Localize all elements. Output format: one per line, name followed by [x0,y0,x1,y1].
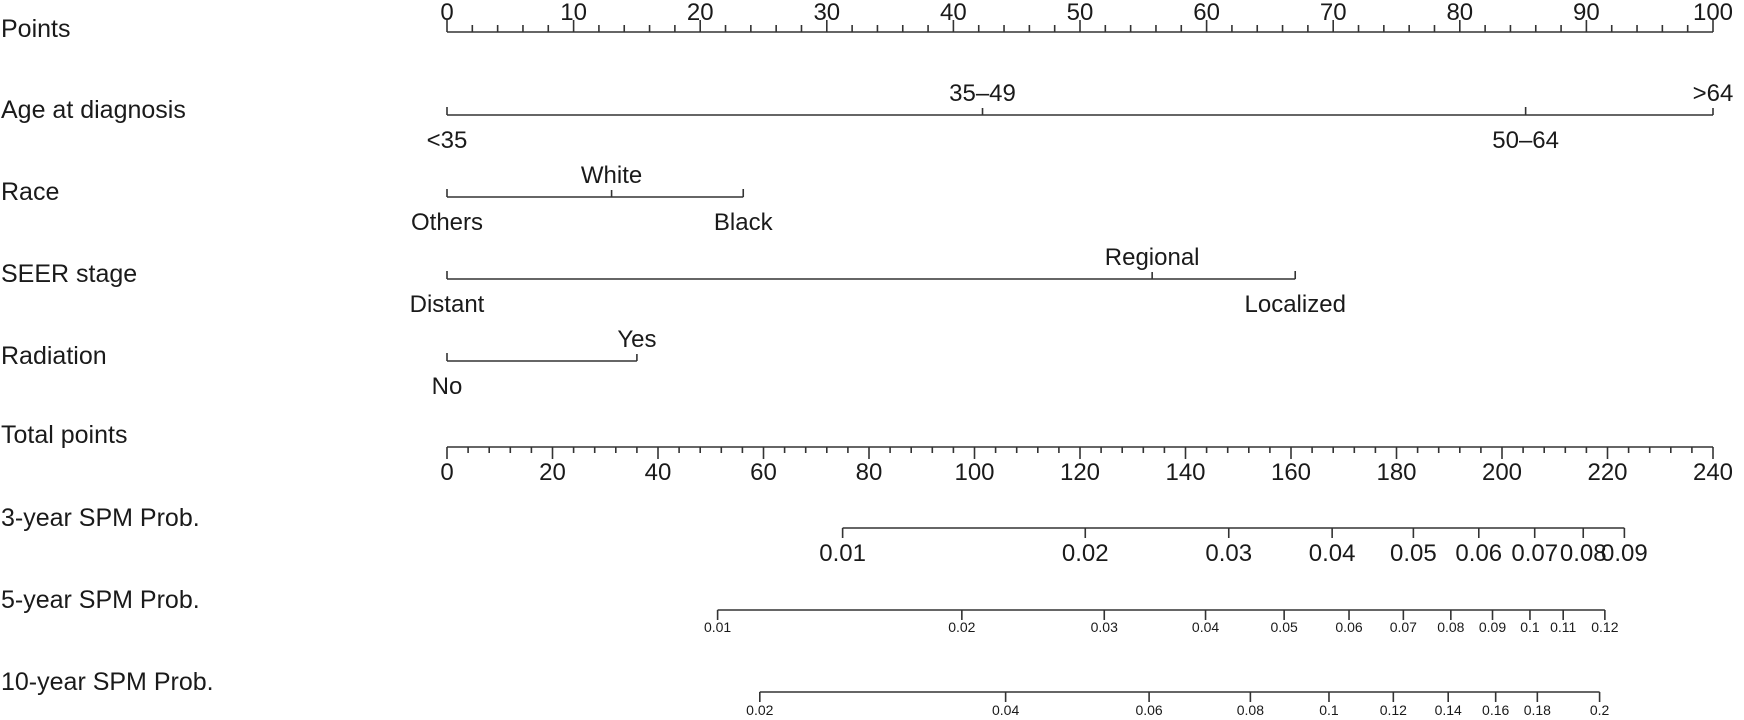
probability-tick-label: 0.2 [1590,702,1610,718]
probability-scale-label: 5-year SPM Prob. [1,586,200,614]
probability-tick-label: 0.05 [1271,619,1298,635]
level-label: No [432,373,463,400]
total-points-tick-label: 240 [1693,459,1733,486]
level-label: Distant [410,291,485,318]
probability-tick-label: 0.05 [1390,540,1437,567]
variable-label: SEER stage [1,260,137,288]
probability-scale-label: 3-year SPM Prob. [1,504,200,532]
variable-scale: Others White Black [411,162,774,236]
total-points-tick-label: 120 [1060,459,1100,486]
probability-scale: 0.01 0.02 0.03 0.04 0.05 0.06 0.07 0.080.09 [819,527,1648,567]
level-label: White [581,162,642,189]
total-points-axis: 0 20 40 60 80 100 120 140 160 180 200 220 240 [440,446,1733,486]
probability-tick-label: 0.1 [1520,619,1540,635]
probability-tick-label: 0.1 [1319,702,1339,718]
row-labels: Points Age at diagnosis Race SEER stage Radi… [1,15,214,696]
variable-label: Radiation [1,342,107,370]
probability-scale: 0.01 0.02 0.03 0.04 0.05 0.06 0.07 0.08 0.09 0.1 0… [704,609,1619,635]
total-points-axis-label: Total points [1,421,127,449]
total-points-tick-label: 20 [539,459,566,486]
probability-tick-label: 0.06 [1335,619,1362,635]
nomogram-scales: 0 10 20 30 40 50 60 70 80 90 100 <35 35–49 50–64 >64 Ot… [410,0,1734,718]
level-label: 50–64 [1492,127,1559,154]
points-tick-label: 100 [1693,0,1733,26]
total-points-tick-label: 180 [1376,459,1416,486]
probability-tick-label: 0.12 [1380,702,1407,718]
points-tick-label: 20 [687,0,714,26]
total-points-tick-label: 60 [750,459,777,486]
probability-tick-label: 0.04 [1309,540,1356,567]
variable-scale: Distant Regional Localized [410,244,1346,318]
total-points-tick-label: 0 [440,459,453,486]
probability-tick-label: 0.06 [1455,540,1502,567]
points-tick-label: 0 [440,0,453,26]
probability-tick-label: 0.16 [1482,702,1509,718]
points-tick-label: 40 [940,0,967,26]
points-tick-label: 30 [813,0,840,26]
probability-tick-label: 0.08 [1237,702,1264,718]
level-label: Localized [1245,291,1346,318]
probability-tick-label: 0.08 [1437,619,1464,635]
level-label: Regional [1105,244,1200,271]
probability-tick-label: 0.01 [819,540,866,567]
probability-tick-label: 0.07 [1511,540,1558,567]
probability-tick-label: 0.12 [1591,619,1618,635]
probability-tick-label: 0.08 [1560,540,1607,567]
total-points-tick-label: 80 [856,459,883,486]
points-axis-label: Points [1,15,70,43]
points-tick-label: 50 [1067,0,1094,26]
probability-tick-label: 0.06 [1135,702,1162,718]
level-label: 35–49 [949,80,1016,107]
probability-tick-label: 0.03 [1205,540,1252,567]
points-tick-label: 70 [1320,0,1347,26]
points-tick-label: 60 [1193,0,1220,26]
probability-tick-label: 0.09 [1479,619,1506,635]
probability-tick-label: 0.04 [992,702,1019,718]
level-label: >64 [1693,80,1734,107]
probability-tick-label: 0.04 [1192,619,1219,635]
probability-tick-label: 0.14 [1435,702,1462,718]
total-points-tick-label: 200 [1482,459,1522,486]
variable-scale: <35 35–49 50–64 >64 [427,80,1734,154]
points-axis: 0 10 20 30 40 50 60 70 80 90 100 [440,0,1733,33]
variable-label: Age at diagnosis [1,96,186,124]
probability-tick-label: 0.07 [1390,619,1417,635]
probability-scale-label: 10-year SPM Prob. [1,668,214,696]
total-points-tick-label: 40 [645,459,672,486]
level-label: Black [714,209,774,236]
probability-tick-label: 0.02 [948,619,975,635]
probability-tick-label: 0.01 [704,619,731,635]
probability-tick-label: 0.11 [1550,619,1576,635]
total-points-tick-label: 220 [1587,459,1627,486]
level-label: <35 [427,127,468,154]
points-tick-label: 80 [1446,0,1473,26]
level-label: Others [411,209,483,236]
probability-tick-label: 0.09 [1601,540,1648,567]
level-label: Yes [617,326,656,353]
probability-tick-label: 0.03 [1091,619,1118,635]
probability-tick-label: 0.18 [1524,702,1551,718]
variable-scale: No Yes [432,326,657,400]
total-points-tick-label: 160 [1271,459,1311,486]
total-points-tick-label: 140 [1165,459,1205,486]
points-tick-label: 10 [560,0,587,26]
probability-scale: 0.02 0.04 0.06 0.08 0.1 0.12 0.14 0.16 0.18 0.2 [746,691,1610,718]
total-points-tick-label: 100 [954,459,994,486]
variable-label: Race [1,178,59,206]
probability-tick-label: 0.02 [1062,540,1109,567]
points-tick-label: 90 [1573,0,1600,26]
probability-tick-label: 0.02 [746,702,773,718]
